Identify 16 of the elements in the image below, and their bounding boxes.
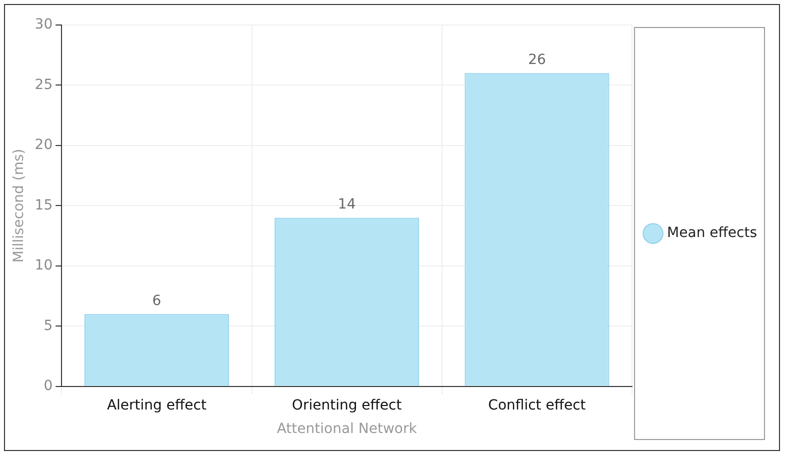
legend-label: Mean effects xyxy=(667,225,758,242)
y-tick-label: 0 xyxy=(44,378,53,394)
y-tick-label: 15 xyxy=(34,197,53,214)
x-axis-title: Attentional Network xyxy=(276,421,418,438)
x-tick-label: Alerting effect xyxy=(106,397,207,414)
y-tick-label: 5 xyxy=(44,318,53,334)
x-tick-label: Conflict effect xyxy=(488,397,586,414)
data-label: 14 xyxy=(338,196,356,212)
x-tick-label: Orienting effect xyxy=(292,397,402,414)
data-label: 6 xyxy=(152,292,162,309)
y-tick-label: 25 xyxy=(34,76,53,93)
y-tick-label: 30 xyxy=(34,16,53,33)
y-tick-label: 10 xyxy=(34,258,53,274)
y-tick-label: 20 xyxy=(34,137,53,154)
data-label: 26 xyxy=(528,52,546,68)
y-axis-title: Millisecond (ms) xyxy=(11,148,28,263)
